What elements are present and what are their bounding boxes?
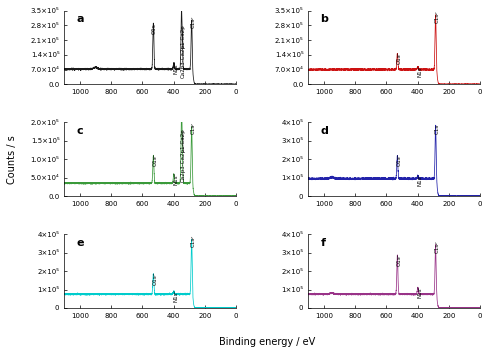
Text: a: a: [76, 14, 84, 24]
Text: Ca2p3-Ca2p1-Ca2p: Ca2p3-Ca2p1-Ca2p: [181, 128, 186, 182]
Text: c: c: [76, 126, 83, 136]
Text: O1s: O1s: [152, 23, 157, 34]
Text: Counts / s: Counts / s: [7, 135, 17, 184]
Text: C1s: C1s: [435, 13, 440, 23]
Text: d: d: [320, 126, 328, 136]
Text: O1s: O1s: [152, 156, 157, 166]
Text: O1s: O1s: [396, 54, 401, 64]
Text: Ca2p3-Ca2p1-Ca2p: Ca2p3-Ca2p1-Ca2p: [181, 24, 186, 78]
Text: O1s: O1s: [152, 274, 157, 285]
Text: N1s: N1s: [173, 291, 178, 302]
Text: N1s: N1s: [173, 174, 178, 184]
Text: C1s: C1s: [435, 124, 440, 134]
Text: C1s: C1s: [191, 124, 196, 135]
Text: N1s: N1s: [417, 288, 422, 298]
Text: N1s: N1s: [417, 176, 422, 186]
Text: b: b: [320, 14, 328, 24]
Text: N1s: N1s: [173, 63, 178, 74]
Text: Binding energy / eV: Binding energy / eV: [219, 337, 315, 347]
Text: C1s: C1s: [191, 18, 196, 28]
Text: f: f: [320, 238, 325, 248]
Text: e: e: [76, 238, 84, 248]
Text: C1s: C1s: [191, 237, 196, 247]
Text: O1s: O1s: [396, 256, 401, 266]
Text: O1s: O1s: [396, 156, 401, 166]
Text: C1s: C1s: [435, 242, 440, 253]
Text: N1s: N1s: [417, 67, 422, 78]
